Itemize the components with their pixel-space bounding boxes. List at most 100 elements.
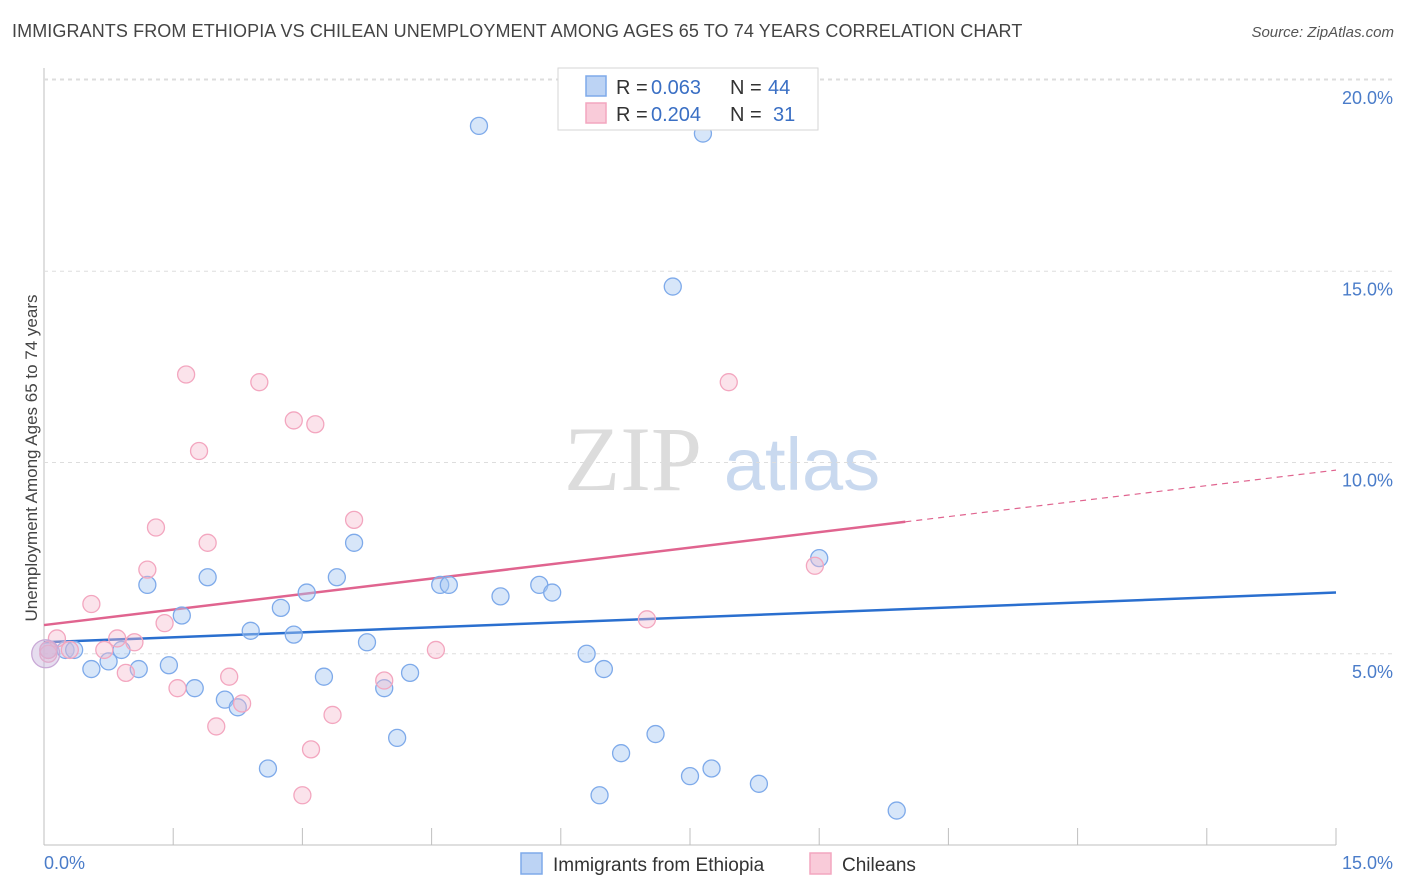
ethiopia-point — [198, 568, 217, 587]
chileans-point — [125, 633, 144, 652]
chileans-point — [198, 533, 217, 552]
chileans-point — [176, 365, 196, 384]
trend-lines — [43, 469, 1337, 644]
ethiopia-point — [702, 759, 721, 778]
ethiopia-point — [138, 575, 157, 595]
ethiopia-point — [314, 667, 334, 686]
chileans-point — [426, 640, 446, 660]
ethiopia-point — [491, 587, 510, 606]
chileans-point — [301, 740, 321, 759]
ethiopia-point — [680, 767, 700, 786]
ethiopia-point — [284, 625, 303, 644]
legend-n-label-chileans: N = — [730, 104, 762, 126]
ethiopia-point — [99, 652, 118, 671]
watermark-atlas: atlas — [724, 423, 880, 506]
ethiopia-point — [375, 679, 394, 698]
x-tick-label-min: 0.0% — [44, 853, 85, 873]
chileans-point — [344, 510, 364, 530]
x-ticks — [43, 828, 1337, 845]
trend-line-ethiopia — [43, 591, 1337, 644]
legend-swatch-chileans — [585, 102, 607, 124]
bottom-legend-label-ethiopia: Immigrants from Ethiopia — [553, 855, 765, 876]
bottom-legend-swatch-ethiopia — [520, 852, 543, 875]
legend-r-label-chileans: R = — [616, 104, 648, 126]
series-chileans-points — [31, 365, 825, 805]
ethiopia-point — [344, 533, 364, 552]
chileans-point — [719, 373, 738, 392]
chileans-point — [232, 694, 252, 713]
ethiopia-point — [439, 575, 458, 595]
ethiopia-point — [646, 724, 665, 744]
ethiopia-point — [387, 728, 407, 748]
ethiopia-point — [590, 786, 609, 805]
y-tick-label: 5.0% — [1352, 662, 1393, 682]
y-tick-label: 15.0% — [1342, 279, 1393, 299]
chileans-point — [168, 679, 187, 698]
chileans-point — [138, 560, 157, 579]
gridlines — [44, 78, 1393, 655]
legend-n-value-chileans: 31 — [773, 104, 795, 126]
legend-swatch-ethiopia — [585, 75, 607, 97]
watermark-zip: ZIP — [564, 408, 702, 510]
chileans-point — [220, 667, 239, 686]
chart-source: Source: ZipAtlas.com — [1251, 24, 1394, 41]
y-axis-label: Unemployment Among Ages 65 to 74 years — [22, 295, 41, 622]
chileans-point — [207, 717, 226, 736]
legend-n-value-ethiopia: 44 — [768, 77, 790, 99]
ethiopia-point — [663, 277, 682, 296]
chileans-point — [189, 441, 209, 461]
y-tick-labels: 5.0% 10.0% 15.0% 20.0% — [1342, 88, 1393, 682]
ethiopia-point — [327, 568, 347, 587]
chileans-point — [82, 594, 101, 614]
chileans-point — [39, 640, 58, 660]
chileans-point — [60, 640, 79, 660]
correlation-legend: R = 0.063 N = 44 R = 0.204 N = 31 — [557, 67, 819, 131]
ethiopia-point — [357, 633, 377, 652]
chileans-point — [108, 629, 127, 648]
chileans-point — [637, 610, 657, 629]
chileans-point — [116, 663, 135, 683]
y-tick-label: 20.0% — [1342, 88, 1393, 108]
bottom-legend-label-chileans: Chileans — [842, 855, 916, 876]
chart-title: IMMIGRANTS FROM ETHIOPIA VS CHILEAN UNEM… — [12, 21, 1023, 41]
chileans-point — [146, 518, 166, 537]
legend-n-label-ethiopia: N = — [730, 77, 762, 99]
x-tick-label-max: 15.0% — [1342, 853, 1393, 873]
ethiopia-point — [82, 659, 101, 679]
ethiopia-point — [297, 583, 316, 602]
cluster-point — [31, 639, 61, 669]
legend-r-value-ethiopia: 0.063 — [651, 77, 701, 99]
ethiopia-point — [577, 644, 596, 663]
bottom-legend-swatch-chileans — [809, 852, 832, 875]
ethiopia-point — [258, 759, 278, 778]
chileans-point — [155, 614, 174, 633]
chileans-point — [95, 640, 114, 660]
ethiopia-point — [64, 640, 84, 660]
chileans-point — [284, 411, 303, 430]
ethiopia-point — [469, 116, 489, 136]
chileans-point — [306, 415, 325, 434]
ethiopia-point — [749, 774, 769, 793]
series-legend: Immigrants from Ethiopia Chileans — [520, 852, 916, 876]
legend-r-label-ethiopia: R = — [616, 77, 648, 99]
ethiopia-point — [241, 621, 260, 640]
ethiopia-point — [172, 606, 191, 625]
trend-line-chileans — [43, 520, 906, 627]
ethiopia-point — [185, 679, 204, 698]
chileans-point — [805, 556, 825, 575]
chileans-point — [323, 705, 342, 725]
chileans-point — [250, 373, 269, 392]
ethiopia-point — [400, 663, 420, 683]
ethiopia-point — [887, 801, 906, 820]
legend-r-value-chileans: 0.204 — [651, 104, 701, 126]
ethiopia-point — [611, 744, 631, 763]
trend-line-extension-chileans — [905, 469, 1337, 523]
chileans-point — [375, 671, 394, 690]
ethiopia-point — [271, 598, 291, 617]
ethiopia-point — [159, 656, 179, 675]
ethiopia-point — [543, 583, 562, 602]
series-ethiopia-points — [39, 116, 906, 820]
chileans-point — [293, 786, 312, 805]
ethiopia-point — [594, 659, 614, 679]
